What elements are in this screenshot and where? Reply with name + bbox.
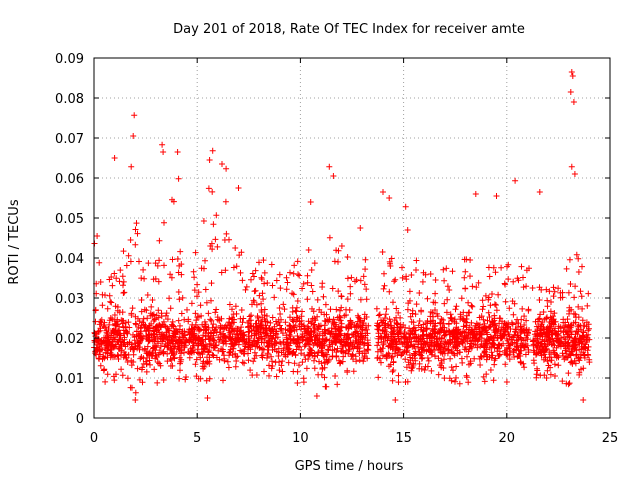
y-tick-label: 0.07 — [55, 132, 84, 147]
x-tick-label: 5 — [193, 431, 201, 446]
y-axis-label: ROTI / TECUs — [7, 199, 22, 284]
y-tick-label: 0.05 — [55, 212, 84, 227]
y-tick-label: 0.08 — [55, 92, 84, 107]
y-tick-label: 0.01 — [55, 372, 84, 387]
chart-title: Day 201 of 2018, Rate Of TEC Index for r… — [173, 22, 525, 37]
y-tick-label: 0.06 — [55, 172, 84, 187]
roti-plus-markers — [91, 69, 593, 403]
x-tick-label: 15 — [395, 431, 412, 446]
plot-frame — [93, 57, 611, 419]
x-tick-label: 10 — [292, 431, 309, 446]
x-tick-label: 0 — [90, 431, 98, 446]
y-tick-label: 0.09 — [55, 52, 84, 67]
x-tick-label: 25 — [602, 431, 619, 446]
axes: 0 0.01 0.02 0.03 0.04 0.05 0.06 0.07 0.08 0.09 0 5 1… — [55, 52, 618, 446]
y-tick-label: 0 — [76, 412, 84, 427]
y-tick-label: 0.04 — [55, 252, 84, 267]
y-tick-label: 0.03 — [55, 292, 84, 307]
data-points — [91, 69, 593, 403]
x-tick-label: 20 — [499, 431, 516, 446]
y-tick-label: 0.02 — [55, 332, 84, 347]
x-axis-label: GPS time / hours — [295, 459, 404, 474]
